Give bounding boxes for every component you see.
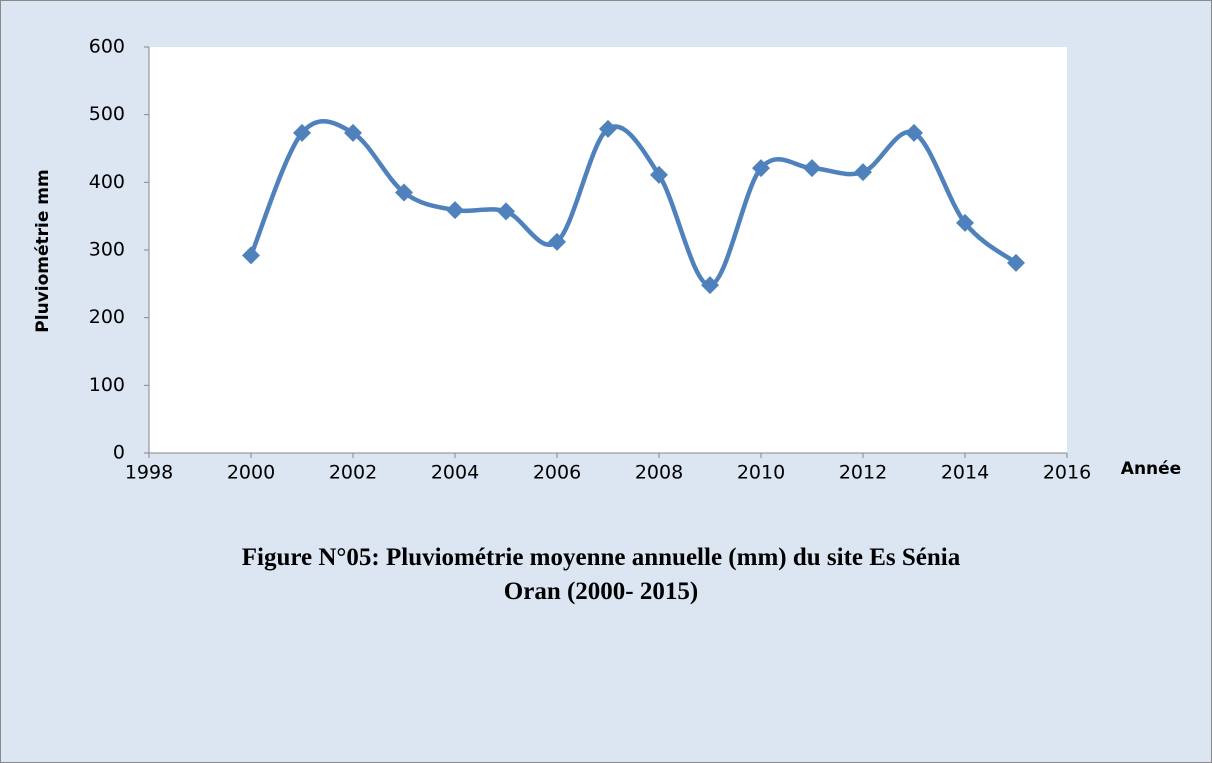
- x-axis-label: Année: [1121, 459, 1181, 479]
- x-tick-label: 2010: [737, 462, 785, 484]
- y-axis-label: Pluviométrie mm: [33, 169, 53, 332]
- x-tick-label: 2000: [227, 462, 275, 484]
- y-tick-label: 300: [89, 239, 125, 261]
- marker: [446, 201, 464, 220]
- y-tick-label: 200: [89, 306, 125, 328]
- y-tick-label: 400: [89, 171, 125, 193]
- line: [248, 119, 1018, 288]
- marker: [242, 246, 260, 265]
- x-tick-label: 2004: [431, 462, 479, 484]
- plot-area: [149, 47, 1067, 453]
- marker: [803, 159, 821, 178]
- marker: [395, 183, 413, 202]
- marker: [956, 213, 974, 232]
- x-tick-label: 2002: [329, 462, 377, 484]
- marker: [752, 159, 770, 178]
- marker: [599, 119, 617, 138]
- marker: [701, 276, 719, 295]
- x-tick-label: 2006: [533, 462, 581, 484]
- marker: [548, 232, 566, 251]
- y-tick-label: 600: [89, 36, 125, 58]
- y-tick-label: 100: [89, 374, 125, 396]
- y-tick-label: 0: [113, 442, 125, 464]
- x-tick-label: 2016: [1043, 462, 1091, 484]
- marker: [854, 163, 872, 182]
- x-tick-label: 1998: [125, 462, 173, 484]
- marker: [650, 165, 668, 184]
- x-tick-label: 2012: [839, 462, 887, 484]
- x-tick-label: 2014: [941, 462, 989, 484]
- marker: [1007, 253, 1025, 272]
- caption: Figure N°05: Pluviométrie moyenne annuel…: [241, 544, 961, 605]
- y-tick-label: 500: [89, 103, 125, 125]
- x-tick-label: 2008: [635, 462, 683, 484]
- marker: [497, 202, 515, 221]
